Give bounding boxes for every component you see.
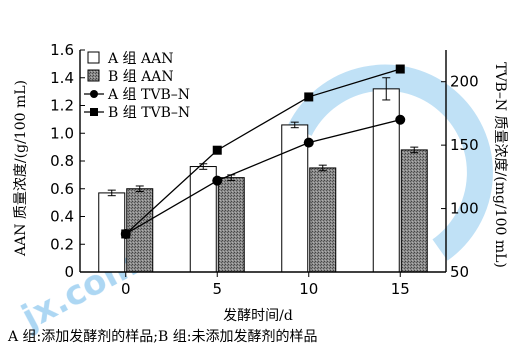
legend-marker-square: [90, 108, 98, 116]
y-right-tick-label: 150: [450, 136, 479, 154]
x-tick-label: 0: [121, 280, 131, 298]
point-a-tvbn-10: [303, 137, 314, 148]
line-b-tvbn: [125, 68, 401, 235]
legend-label: A 组 TVB–N: [107, 87, 190, 103]
point-a-tvbn-5: [212, 175, 223, 186]
bar-a-aan-10: [281, 124, 309, 273]
point-b-tvbn-5: [212, 145, 222, 155]
y-left-tick-label: 0.4: [50, 208, 74, 226]
y-left-tick-label: 0.6: [50, 180, 74, 198]
y-left-tick-label: 1.4: [50, 69, 74, 87]
bar-a-aan-0: [98, 192, 126, 273]
y-left-tick-label: 0.8: [50, 152, 74, 170]
legend-swatch-a-aan: [87, 51, 100, 64]
legend: A 组 AAN B 组 AAN A 组 TVB–N B 组 TVB–N: [84, 51, 190, 121]
y-axis-right-title: TVB–N 质量浓度/(mg/100 mL): [492, 62, 508, 268]
point-b-tvbn-15: [395, 64, 405, 74]
y-axis-left-title: AAN 质量浓度/(g/100 mL): [13, 80, 29, 257]
y-left-tick-label: 1.0: [50, 124, 74, 142]
x-axis-title: 发酵时间/d: [223, 308, 293, 324]
point-b-tvbn-10: [304, 92, 314, 102]
point-a-tvbn-15: [395, 114, 406, 125]
legend-label: B 组 AAN: [108, 69, 174, 85]
y-right-tick-label: 100: [450, 200, 479, 218]
x-tick-label: 5: [212, 280, 222, 298]
x-tick-label: 15: [391, 280, 410, 298]
x-tick-label: 10: [299, 280, 318, 298]
axes: 0 0.2 0.4 0.6 0.8 1.0 1.2 1.4 1.6 50 100 150 200 0 5 10…: [50, 41, 479, 298]
y-left-tick-label: 1.2: [50, 97, 74, 115]
bar-a-aan-15: [372, 88, 400, 273]
bar-b-aan-10: [309, 167, 337, 273]
bar-a-aan-5: [189, 166, 217, 273]
bar-b-aan-15: [400, 149, 428, 273]
legend-label: B 组 TVB–N: [108, 105, 190, 121]
y-right-tick-label: 50: [450, 263, 469, 281]
legend-label: A 组 AAN: [107, 51, 173, 67]
legend-marker-circle: [90, 90, 98, 98]
y-left-tick-label: 1.6: [50, 41, 74, 59]
y-right-tick-label: 200: [450, 73, 479, 91]
y-left-tick-label: 0.2: [50, 235, 74, 253]
bar-b-aan-5: [217, 177, 245, 273]
y-left-tick-label: 0: [64, 263, 74, 281]
chart-caption: A 组:添加发酵剂的样品;B 组:未添加发酵剂的样品: [8, 329, 318, 345]
legend-swatch-b-aan: [87, 69, 100, 82]
line-a-tvbn: [125, 119, 401, 235]
point-b-tvbn-0: [121, 229, 131, 239]
